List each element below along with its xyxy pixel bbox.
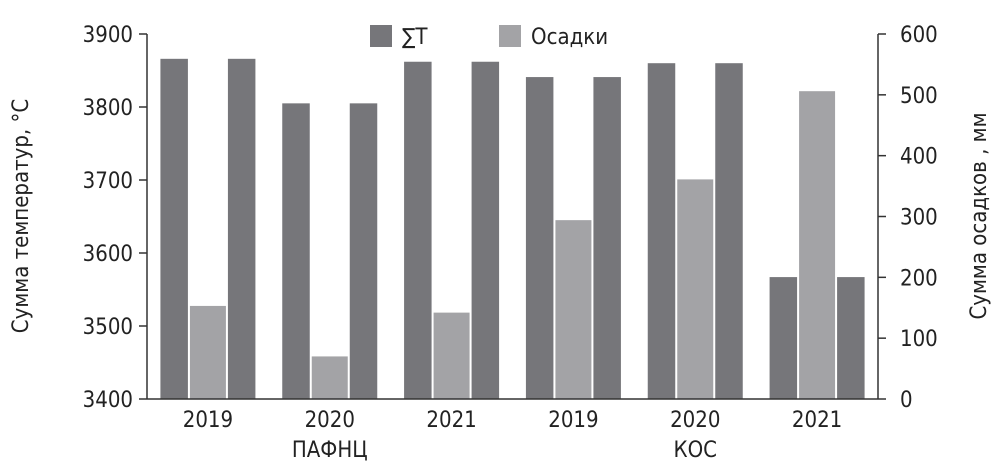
x-tick-label: 2020	[670, 408, 720, 433]
y-axis-label-left: Сумма температур, °С	[9, 99, 34, 333]
legend-swatch-precipitation	[499, 25, 521, 47]
legend-swatch-temperature	[370, 25, 392, 47]
right-tick-label: 0	[900, 388, 913, 413]
right-tick-label: 100	[900, 327, 938, 352]
group-labels: ПАФНЦ КОС	[292, 438, 717, 463]
x-axis-tick-labels: 2019 2020 2021 2019 2020 2021	[183, 408, 843, 433]
right-tick-label: 300	[900, 206, 938, 231]
right-tick-label: 600	[900, 23, 938, 48]
right-tick-label: 200	[900, 266, 938, 291]
left-tick-label: 3600	[83, 242, 133, 267]
left-tick-label: 3700	[83, 169, 133, 194]
legend: ∑T Осадки	[370, 25, 608, 50]
x-tick-label: 2021	[792, 408, 842, 433]
y-axis-label-right: Сумма осадков , мм	[967, 112, 992, 319]
left-tick-label: 3500	[83, 315, 133, 340]
right-axis-ticks: 0 100 200 300 400 500 600	[878, 23, 938, 413]
precipitation-bar	[677, 179, 714, 399]
left-tick-label: 3400	[83, 388, 133, 413]
left-tick-label: 3800	[83, 96, 133, 121]
group-label: КОС	[674, 438, 717, 463]
precipitation-bar	[799, 91, 836, 399]
precipitation-bar	[555, 220, 592, 399]
legend-label-temperature: ∑T	[402, 25, 428, 50]
precipitation-bar	[311, 356, 348, 399]
x-tick-label: 2019	[548, 408, 598, 433]
x-tick-label: 2021	[426, 408, 476, 433]
precipitation-bar-gap	[309, 101, 350, 399]
group-label: ПАФНЦ	[292, 438, 368, 463]
x-tick-label: 2019	[183, 408, 233, 433]
precipitation-bar	[189, 305, 226, 399]
right-tick-label: 500	[900, 84, 938, 109]
left-tick-label: 3900	[83, 23, 133, 48]
right-tick-label: 400	[900, 145, 938, 170]
left-axis-ticks: 3400 3500 3600 3700 3800 3900	[83, 23, 147, 413]
legend-label-precipitation: Осадки	[531, 25, 608, 50]
precipitation-bars	[187, 56, 838, 400]
temperature-bars	[160, 58, 865, 400]
precipitation-bar	[433, 312, 470, 399]
x-tick-label: 2020	[305, 408, 355, 433]
